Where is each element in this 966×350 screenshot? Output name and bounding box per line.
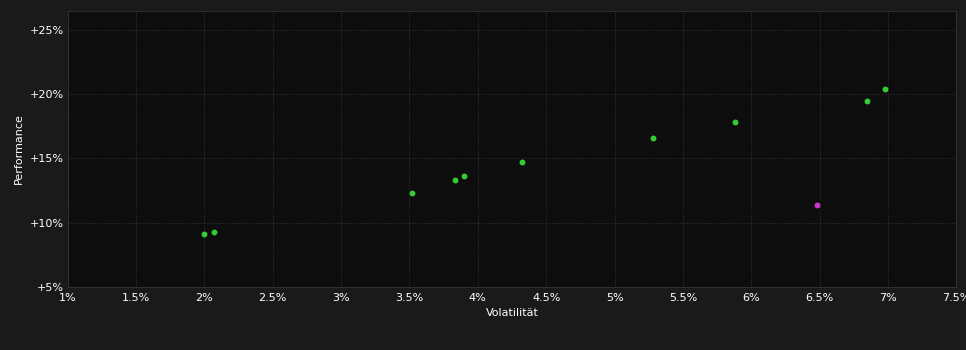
Point — [877, 86, 893, 92]
Point — [860, 98, 875, 103]
Point — [810, 202, 825, 208]
Point — [405, 190, 420, 196]
X-axis label: Volatilität: Volatilität — [486, 308, 538, 318]
Point — [727, 120, 743, 125]
Point — [206, 229, 221, 234]
Y-axis label: Performance: Performance — [14, 113, 24, 184]
Point — [197, 231, 213, 237]
Point — [456, 174, 471, 179]
Point — [645, 135, 661, 141]
Point — [514, 160, 529, 165]
Point — [447, 177, 463, 183]
